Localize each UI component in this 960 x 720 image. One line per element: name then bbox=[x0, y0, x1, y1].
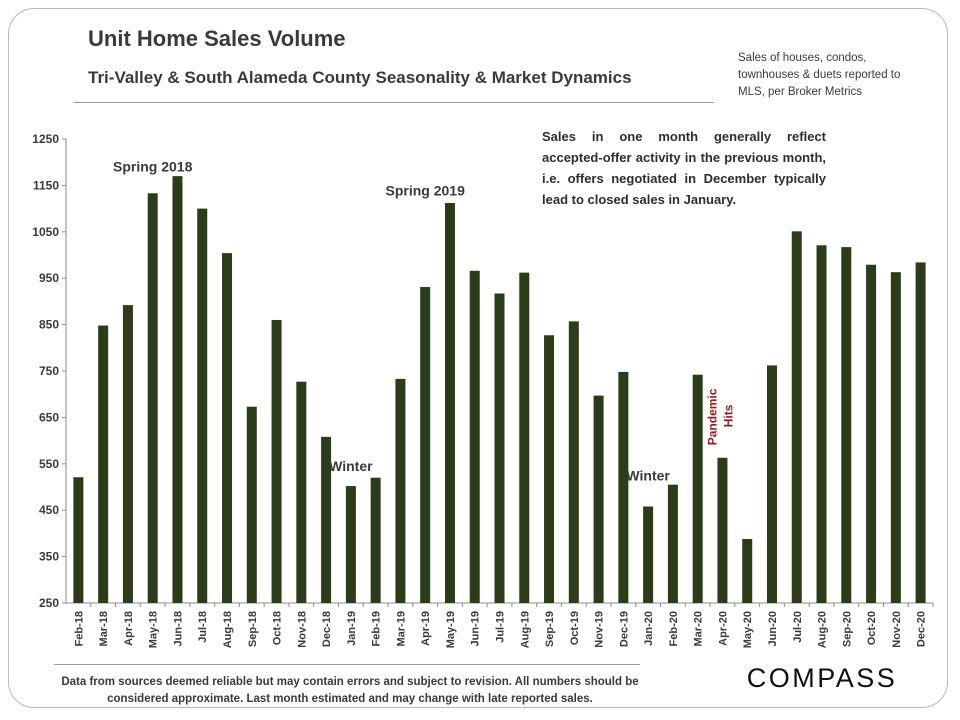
disclaimer-text: Data from sources deemed reliable but ma… bbox=[61, 676, 639, 705]
y-tick-label: 650 bbox=[39, 410, 59, 424]
y-tick-label: 1250 bbox=[32, 132, 59, 146]
bar bbox=[321, 436, 332, 603]
x-tick-label: Oct-20 bbox=[866, 611, 878, 645]
x-tick-label: Aug-19 bbox=[519, 611, 531, 648]
x-tick-label: Jan-20 bbox=[643, 611, 655, 646]
x-tick-label: Jan-19 bbox=[346, 611, 358, 646]
x-tick-label: Apr-18 bbox=[123, 611, 135, 646]
annotation-label: Hits bbox=[721, 404, 735, 427]
bar bbox=[395, 378, 406, 603]
bar bbox=[222, 253, 233, 604]
bar bbox=[890, 272, 901, 603]
bar bbox=[122, 305, 133, 603]
x-tick-label: Jun-19 bbox=[470, 611, 482, 646]
x-tick-label: Feb-19 bbox=[371, 611, 383, 646]
y-tick-label: 250 bbox=[39, 596, 59, 610]
bar bbox=[197, 208, 208, 603]
annotation-label: Pandemic bbox=[705, 388, 719, 445]
bar bbox=[98, 325, 109, 603]
bar bbox=[692, 374, 703, 603]
bar bbox=[791, 231, 802, 603]
title-divider bbox=[74, 102, 714, 103]
x-tick-label: Dec-18 bbox=[321, 611, 333, 647]
bar bbox=[519, 272, 530, 603]
y-tick-label: 450 bbox=[39, 503, 59, 517]
x-tick-label: Aug-18 bbox=[222, 611, 234, 648]
x-tick-label: May-20 bbox=[742, 611, 754, 648]
bar bbox=[667, 484, 678, 603]
x-tick-label: Dec-19 bbox=[618, 611, 630, 647]
x-tick-label: Dec-20 bbox=[916, 611, 928, 647]
x-tick-label: Mar-20 bbox=[693, 611, 705, 646]
bar bbox=[841, 247, 852, 603]
bar bbox=[345, 486, 356, 603]
x-tick-label: Oct-18 bbox=[272, 611, 284, 645]
x-tick-label: May-18 bbox=[148, 611, 160, 648]
x-tick-label: Jun-18 bbox=[172, 611, 184, 646]
bar bbox=[742, 538, 753, 603]
x-tick-label: May-19 bbox=[445, 611, 457, 648]
x-tick-label: Jun-20 bbox=[767, 611, 779, 646]
chart-title: Unit Home Sales Volume bbox=[88, 26, 346, 51]
x-tick-label: Nov-20 bbox=[891, 611, 903, 648]
bar bbox=[618, 371, 629, 603]
y-tick-label: 1050 bbox=[32, 225, 59, 239]
x-tick-label: Feb-20 bbox=[668, 611, 680, 646]
annotation-label: Spring 2019 bbox=[385, 183, 465, 199]
bar bbox=[73, 477, 84, 603]
y-tick-label: 950 bbox=[39, 271, 59, 285]
bar bbox=[593, 395, 604, 603]
y-tick-label: 350 bbox=[39, 550, 59, 564]
x-tick-label: Jul-18 bbox=[197, 611, 209, 643]
bar bbox=[444, 203, 455, 604]
annotation-label: Winter bbox=[626, 468, 670, 484]
y-tick-label: 750 bbox=[39, 364, 59, 378]
bar bbox=[866, 264, 877, 603]
bar bbox=[717, 457, 728, 603]
bar bbox=[370, 477, 381, 603]
bar bbox=[147, 193, 158, 603]
bar bbox=[568, 321, 579, 603]
x-tick-label: Sep-20 bbox=[841, 611, 853, 647]
x-tick-label: Apr-20 bbox=[717, 611, 729, 646]
bar bbox=[544, 335, 555, 603]
x-tick-label: Sep-19 bbox=[544, 611, 556, 647]
bar bbox=[494, 293, 505, 603]
x-tick-label: Feb-18 bbox=[73, 611, 85, 646]
logo-text: COMPASS bbox=[747, 663, 898, 693]
bar bbox=[172, 176, 183, 603]
x-tick-label: Nov-18 bbox=[296, 611, 308, 648]
bar bbox=[643, 506, 654, 603]
y-tick-label: 850 bbox=[39, 318, 59, 332]
bar bbox=[296, 381, 307, 603]
x-tick-label: Apr-19 bbox=[420, 611, 432, 646]
annotation-label: Spring 2018 bbox=[113, 158, 193, 174]
bar bbox=[915, 262, 926, 603]
bar bbox=[420, 287, 431, 603]
y-tick-label: 1150 bbox=[33, 178, 59, 192]
bar bbox=[469, 270, 480, 603]
x-tick-label: Mar-19 bbox=[395, 611, 407, 646]
bar bbox=[816, 245, 827, 604]
x-tick-label: Aug-20 bbox=[817, 611, 829, 648]
bar bbox=[271, 319, 282, 603]
x-tick-label: Nov-19 bbox=[594, 611, 606, 648]
bar bbox=[246, 406, 257, 603]
footer-divider bbox=[54, 664, 640, 665]
chart-subtitle: Tri-Valley & South Alameda County Season… bbox=[88, 68, 632, 87]
bar bbox=[766, 365, 777, 603]
source-note: Sales of houses, condos, townhouses & du… bbox=[738, 52, 901, 98]
annotation-label: Winter bbox=[329, 458, 373, 474]
x-tick-label: Jul-20 bbox=[792, 611, 804, 643]
x-tick-label: Sep-18 bbox=[247, 611, 259, 647]
y-tick-label: 550 bbox=[39, 457, 59, 471]
compass-logo: COMPASS bbox=[747, 663, 898, 693]
x-tick-label: Oct-19 bbox=[569, 611, 581, 645]
x-tick-label: Jul-19 bbox=[495, 611, 507, 643]
explanation-note: Sales in one month generally reflect acc… bbox=[542, 129, 826, 207]
x-tick-label: Mar-18 bbox=[98, 611, 110, 646]
